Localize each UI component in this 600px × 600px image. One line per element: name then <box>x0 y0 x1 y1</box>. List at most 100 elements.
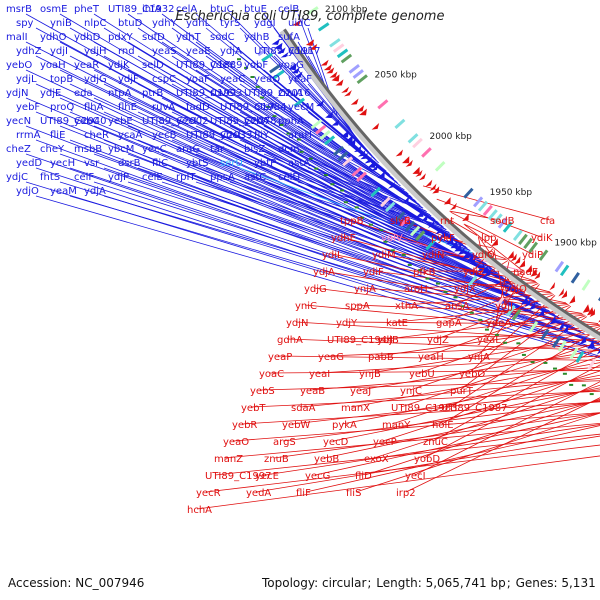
reverse-gene-label: ydjN <box>286 318 309 329</box>
forward-cds-arrow <box>271 38 280 45</box>
feature-bar <box>528 320 539 333</box>
feature-bar <box>538 249 549 261</box>
forward-gene-label: nlpC <box>84 18 106 29</box>
reverse-gene-leader <box>305 425 600 493</box>
reverse-gene-label: manX <box>341 403 370 414</box>
feature-bar <box>472 196 484 208</box>
reverse-gene-label: exoX <box>364 454 389 465</box>
forward-gene-label: celA <box>176 4 197 15</box>
gc-skew-mark <box>453 296 458 299</box>
forward-cds-arrow <box>387 181 396 189</box>
feature-bar <box>329 38 341 48</box>
feature-bar <box>412 137 423 149</box>
feature-bar <box>380 196 391 208</box>
gc-skew-mark <box>330 183 335 186</box>
forward-gene-label: ybtP <box>254 158 276 169</box>
forward-gene-label: eda <box>74 88 93 99</box>
reverse-cds-arrow <box>425 179 433 187</box>
forward-cds-arrow <box>457 247 465 255</box>
forward-gene-label: yobF <box>244 60 268 71</box>
forward-gene-label: cheZ <box>6 144 31 155</box>
gc-skew-mark <box>484 328 489 331</box>
forward-cds-arrow <box>364 156 372 164</box>
forward-gene-label: ydjI <box>50 46 68 57</box>
reverse-cds-arrow <box>589 308 595 318</box>
reverse-gene-label: katE <box>386 318 408 329</box>
forward-gene-label: bisZ <box>244 144 265 155</box>
forward-gene-label: sodC <box>210 32 235 43</box>
kbp-tick-label: 2000 kbp <box>429 132 472 142</box>
reverse-gene-leader <box>377 324 600 357</box>
reverse-gene-leader <box>432 346 600 442</box>
forward-gene-leader <box>273 167 450 233</box>
forward-gene-leader <box>25 69 560 319</box>
feature-bar <box>502 221 513 233</box>
reverse-cds-arrow <box>518 259 526 268</box>
forward-gene-label: ybcM <box>108 144 134 155</box>
forward-gene-label: sufD <box>142 32 165 43</box>
forward-gene-label: ybcL <box>220 130 244 141</box>
forward-cds-arrow <box>524 298 531 307</box>
forward-gene-leader <box>161 125 500 275</box>
gc-skew-mark <box>425 277 430 280</box>
reverse-cds-arrow <box>491 238 498 247</box>
gc-skew-mark <box>435 282 440 285</box>
forward-gene-label: UTI89_C2016 <box>244 88 311 99</box>
forward-gene-label: yebC <box>74 116 99 127</box>
forward-gene-label: vsr <box>84 158 100 169</box>
feature-bar <box>497 217 508 229</box>
reverse-gene-label: sppA <box>345 301 370 312</box>
feature-bar <box>409 225 421 237</box>
forward-gene-leader <box>239 167 474 254</box>
forward-gene-label: ydjE <box>40 88 61 99</box>
gc-skew-mark <box>521 353 526 356</box>
reverse-gene-leader <box>255 435 600 493</box>
forward-gene-label: yebA <box>244 116 269 127</box>
reverse-cds-arrow <box>514 256 521 265</box>
reverse-gene-leader <box>436 294 555 340</box>
reverse-gene-leader <box>463 223 492 238</box>
forward-gene-label: UTI89_C1984 <box>220 102 287 113</box>
forward-gene-label: ihfA <box>142 4 162 15</box>
reverse-gene-label: ydiK <box>531 233 553 244</box>
reverse-gene-label: manZ <box>214 454 243 465</box>
feature-bar <box>492 213 503 225</box>
reverse-gene-label: yebS <box>250 386 275 397</box>
gc-skew-mark <box>237 58 242 61</box>
accession-readout: Accession: NC_007946 <box>8 576 144 590</box>
forward-gene-label: ydjG <box>84 74 107 85</box>
forward-cds-arrow <box>481 266 489 274</box>
feature-bar <box>587 358 597 371</box>
forward-gene-label: ydiU <box>288 46 310 57</box>
reverse-gene-leader <box>355 412 600 493</box>
forward-cds-arrow <box>521 296 529 305</box>
reverse-gene-label: yebT <box>241 403 266 414</box>
reverse-gene-leader <box>273 412 600 459</box>
gc-skew-mark <box>589 393 594 396</box>
reverse-gene-label: purT <box>450 386 474 397</box>
reverse-gene-label: fliD <box>355 471 372 482</box>
gc-skew-mark <box>516 342 521 345</box>
reverse-cds-arrow <box>329 71 338 78</box>
gc-skew-mark <box>299 150 304 153</box>
reverse-gene-leader <box>405 397 600 493</box>
reverse-gene-label: cfa <box>540 216 555 227</box>
forward-gene-label: ydjO <box>16 186 39 197</box>
reverse-cds-arrow <box>341 86 350 93</box>
forward-cds-arrow <box>345 135 353 143</box>
forward-gene-label: ppsA <box>210 172 235 183</box>
forward-cds-arrow <box>325 111 333 119</box>
reverse-gene-leader <box>331 253 567 304</box>
reverse-cds-arrow <box>395 149 403 157</box>
reverse-gene-label: pykF <box>431 233 455 244</box>
forward-gene-label: yeaC <box>220 74 245 85</box>
gc-skew-mark <box>279 123 284 126</box>
reverse-gene-leader <box>300 377 600 408</box>
reverse-gene-leader <box>386 314 585 340</box>
feature-bar <box>340 53 353 64</box>
reverse-gene-leader <box>241 401 600 425</box>
forward-gene-label: ydjL <box>16 74 37 85</box>
reverse-gene-leader <box>418 315 586 374</box>
forward-cds-arrow <box>538 308 545 317</box>
